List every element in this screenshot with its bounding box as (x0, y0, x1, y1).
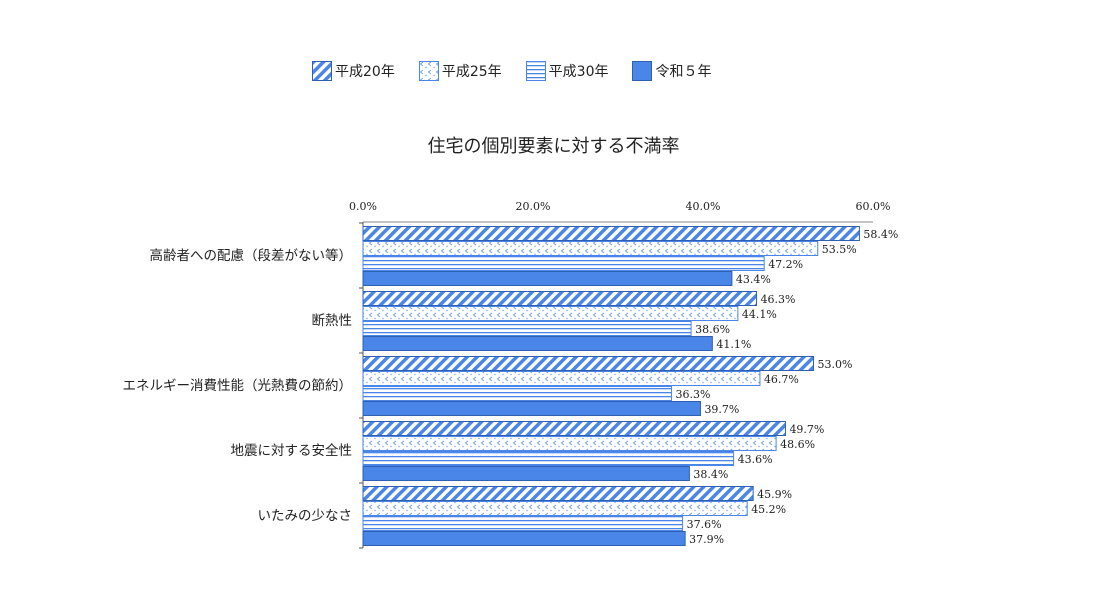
data-label: 45.2% (751, 503, 786, 516)
bar (362, 356, 814, 371)
data-label: 58.4% (863, 228, 898, 241)
category-label: 断熱性 (312, 313, 353, 329)
x-tick-label: 0.0% (349, 200, 377, 213)
data-label: 48.6% (780, 438, 815, 451)
x-tick-label: 20.0% (516, 200, 551, 213)
bar (362, 321, 692, 336)
category-label: 地震に対する安全性 (231, 442, 353, 459)
data-label: 46.7% (764, 373, 799, 386)
x-tick-label: 40.0% (686, 200, 721, 213)
legend-label-r5: 令和５年 (655, 64, 712, 80)
data-label: 53.5% (822, 243, 857, 256)
data-label: 49.7% (789, 423, 824, 436)
category-label: いたみの少なさ (258, 508, 353, 524)
data-label: 44.1% (742, 308, 777, 321)
chart-title: 住宅の個別要素に対する不満率 (427, 136, 680, 157)
legend-swatch-dotted-icon (418, 61, 439, 81)
data-label: 39.7% (704, 403, 739, 416)
bar (362, 271, 733, 286)
data-label: 41.1% (716, 338, 751, 351)
bar (362, 386, 673, 401)
bar (362, 421, 786, 436)
category-label: エネルギー消費性能（光熱費の節約） (123, 378, 353, 394)
legend-item-h30: 平成30年 (525, 61, 609, 81)
legend-swatch-diagonal-icon (312, 61, 332, 81)
bar (362, 451, 735, 466)
legend-label-h25: 平成25年 (441, 64, 502, 80)
legend: 平成20年 平成25年 平成30年 令和５年 (312, 61, 711, 81)
data-label: 46.3% (761, 293, 796, 306)
legend-item-h25: 平成25年 (418, 61, 502, 81)
legend-label-h30: 平成30年 (548, 64, 609, 80)
bar (362, 516, 684, 531)
data-label: 43.6% (738, 453, 773, 466)
data-label: 38.6% (695, 323, 730, 336)
legend-swatch-hlines-icon (525, 61, 546, 81)
bar (362, 401, 701, 416)
bar (362, 306, 739, 321)
category-label: 高齢者への配慮（段差がない等） (150, 247, 353, 264)
data-label: 47.2% (768, 258, 803, 271)
legend-swatch-solid-icon (632, 61, 653, 81)
bar (362, 336, 713, 351)
bar (362, 436, 777, 451)
x-tick-label: 60.0% (856, 200, 891, 213)
data-label: 53.0% (818, 358, 853, 371)
bar (362, 486, 754, 501)
legend-label-h20: 平成20年 (335, 64, 395, 80)
legend-item-h20: 平成20年 (312, 61, 395, 81)
data-label: 37.9% (689, 533, 724, 546)
bar (362, 256, 765, 271)
legend-item-r5: 令和５年 (632, 61, 711, 81)
bar (362, 241, 819, 256)
bar (362, 531, 686, 546)
data-label: 37.6% (687, 518, 722, 531)
bar (362, 466, 690, 481)
bar (362, 291, 758, 306)
bar (362, 226, 860, 241)
data-label: 45.9% (757, 488, 792, 501)
data-label: 38.4% (693, 468, 728, 481)
data-label: 36.3% (676, 388, 711, 401)
bar (362, 501, 748, 516)
bar (362, 371, 761, 386)
data-label: 43.4% (736, 273, 771, 286)
